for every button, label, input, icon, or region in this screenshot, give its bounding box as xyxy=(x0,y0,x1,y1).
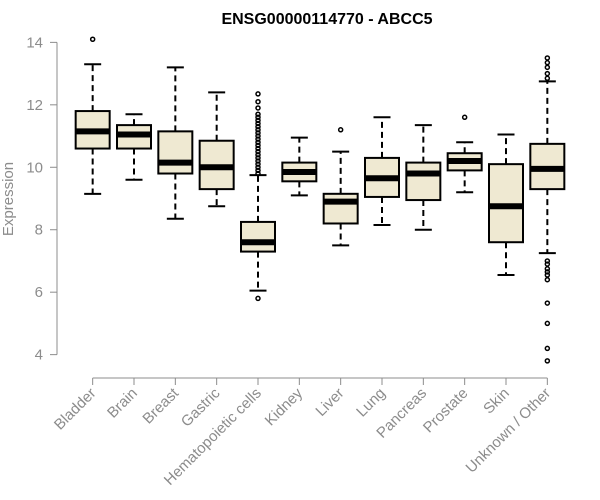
outlier-point xyxy=(544,358,551,364)
y-tick-label: 8 xyxy=(35,222,43,239)
iqr-box xyxy=(488,163,524,244)
outlier-point xyxy=(255,148,261,155)
chart-title: ENSG00000114770 - ABCC5 xyxy=(221,11,432,28)
outlier-point xyxy=(544,300,551,306)
outlier-point xyxy=(255,117,261,124)
outlier-point xyxy=(461,114,468,121)
box-skin xyxy=(488,133,524,277)
outlier-point xyxy=(544,269,551,275)
x-tick-label: Breast xyxy=(139,384,182,427)
outlier-point xyxy=(255,98,261,105)
outlier-point xyxy=(255,136,261,142)
outlier-point xyxy=(255,295,261,302)
outlier-point xyxy=(544,272,551,278)
outlier-point xyxy=(255,167,261,174)
outlier-point xyxy=(544,320,551,327)
outlier-point xyxy=(255,91,261,97)
outlier-point xyxy=(255,105,261,111)
outlier-point xyxy=(544,276,551,283)
outlier-point xyxy=(255,111,261,117)
x-tick-label: Prostate xyxy=(420,385,472,437)
outlier-point xyxy=(544,59,551,66)
box-gastric xyxy=(198,91,235,208)
x-tick-label: Bladder xyxy=(51,385,100,434)
outlier-point xyxy=(255,158,261,164)
iqr-box xyxy=(322,192,359,225)
y-tick-label: 12 xyxy=(26,97,43,114)
x-tick-label: Skin xyxy=(480,385,513,418)
outlier-point xyxy=(544,345,551,352)
box-unknown-other xyxy=(529,55,566,364)
outlier-point xyxy=(255,120,261,127)
outlier-point xyxy=(89,36,96,42)
y-axis-label: Expression xyxy=(0,162,17,236)
box-lung xyxy=(364,116,400,227)
outlier-point xyxy=(255,127,261,133)
box-series xyxy=(74,36,566,364)
outlier-point xyxy=(544,266,551,272)
x-tick-label: Kidney xyxy=(262,384,307,429)
y-axis-ticks: 4 6 8 10 12 14 xyxy=(26,34,57,364)
iqr-box xyxy=(157,130,194,175)
outlier-point xyxy=(544,75,551,82)
outlier-point xyxy=(255,152,261,158)
iqr-box xyxy=(240,220,276,253)
y-tick-label: 6 xyxy=(35,284,43,301)
outlier-point xyxy=(255,139,261,146)
y-tick-label: 14 xyxy=(26,34,43,51)
x-tick-label: Brain xyxy=(104,385,141,422)
outlier-point xyxy=(337,127,344,133)
box-liver xyxy=(322,127,359,247)
outlier-point xyxy=(255,133,261,139)
outlier-point xyxy=(544,261,551,267)
outlier-point xyxy=(255,130,261,136)
box-prostate xyxy=(446,114,483,194)
outlier-point xyxy=(255,161,261,167)
outlier-point xyxy=(255,155,261,161)
outlier-point xyxy=(544,70,551,77)
outlier-point xyxy=(544,55,551,61)
x-tick-label: Lung xyxy=(353,385,389,421)
y-tick-label: 4 xyxy=(35,347,43,364)
x-tick-label: Liver xyxy=(312,385,347,420)
iqr-box xyxy=(405,161,442,202)
box-pancreas xyxy=(405,124,442,231)
box-kidney xyxy=(281,136,318,197)
outlier-point xyxy=(544,258,551,264)
box-brain xyxy=(116,113,152,181)
box-hematopoietic-cells xyxy=(240,91,276,302)
outlier-point xyxy=(255,114,261,121)
outlier-point xyxy=(255,123,261,130)
outlier-point xyxy=(255,145,261,152)
outlier-point xyxy=(255,142,261,149)
y-tick-label: 10 xyxy=(26,159,43,176)
outlier-point xyxy=(255,164,261,171)
outlier-point xyxy=(255,170,261,177)
outlier-point xyxy=(544,64,551,71)
box-bladder xyxy=(74,36,111,195)
box-breast xyxy=(157,66,194,220)
